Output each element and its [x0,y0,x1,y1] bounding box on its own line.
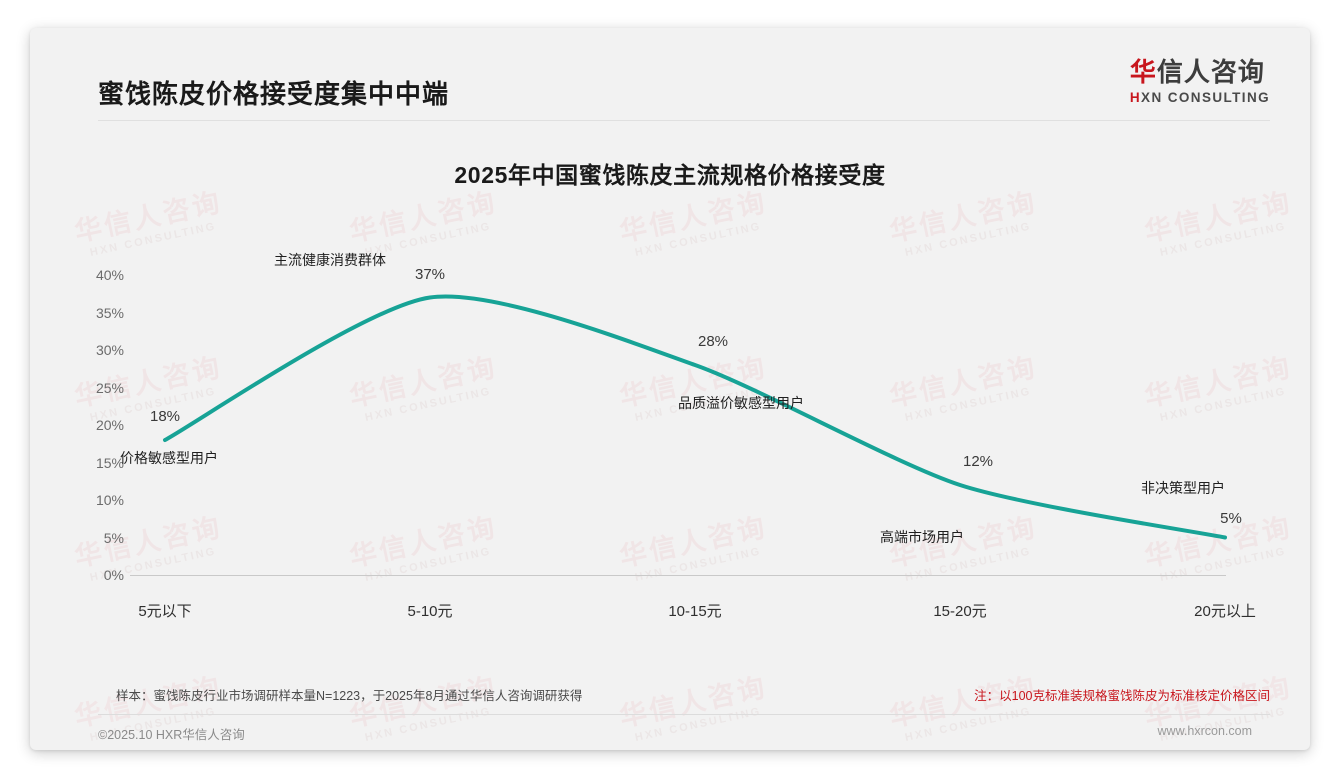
logo-english-rest: XN CONSULTING [1141,89,1270,105]
logo-chinese-rest: 信人咨询 [1156,57,1265,87]
watermark: 华信人咨询 HXN CONSULTING [616,186,770,259]
website-text: www.hxrcon.com [1157,724,1252,738]
watermark: 华信人咨询 HXN CONSULTING [346,186,500,259]
watermark: 华信人咨询 HXN CONSULTING [346,351,500,424]
slide-card: 华信人咨询 HXN CONSULTING 华信人咨询 HXN CONSULTING 华信… [30,28,1310,750]
watermark: 华信人咨询 HXN CONSULTING [1141,511,1295,584]
y-axis-tick-label: 35% [95,304,124,321]
chart-title: 2025年中国蜜饯陈皮主流规格价格接受度 [454,162,886,188]
data-annotation-label: 价格敏感型用户 [120,450,218,466]
x-axis-tick-label: 5-10元 [407,603,453,620]
watermark-layer: 华信人咨询 HXN CONSULTING 华信人咨询 HXN CONSULTING 华信… [30,28,1310,750]
line-chart: 0% 5% 10% 15% 20% 25% 30% 35% 40% 5元以下 5-10元 10-15… [30,28,1310,750]
y-axis-tick-label: 25% [95,379,124,396]
series-line [163,294,1227,540]
y-axis-tick-label: 15% [95,454,124,471]
footnotes: 样本：蜜饯陈皮行业市场调研样本量N=1223，于2025年8月通过华信人咨询调研… [98,680,1270,714]
data-value-label: 12% [962,453,994,470]
price-standard-note: 注：以100克标准装规格蜜饯陈皮为标准核定价格区间 [974,689,1270,703]
footer-divider [98,714,1270,715]
x-axis-line [130,575,1226,576]
watermark: 华信人咨询 HXN CONSULTING [616,511,770,584]
data-annotation-label: 非决策型用户 [1141,479,1225,496]
page-title: 蜜饯陈皮价格接受度集中中端 [98,79,450,109]
x-axis-tick-label: 15-20元 [933,603,987,620]
header-divider [98,120,1270,121]
y-axis-tick-label: 40% [95,267,124,283]
y-axis-tick-label: 10% [95,492,124,508]
logo-english: HXN CONSULTING [1130,90,1270,105]
watermark: 华信人咨询 HXN CONSULTING [71,511,225,584]
watermark: 华信人咨询 HXN CONSULTING [1141,351,1295,424]
y-axis-tick-label: 30% [95,342,124,358]
copyright-text: ©2025.10 HXR华信人咨询 [98,728,245,742]
logo-h-glyph: H [1129,89,1142,105]
data-value-label: 28% [697,333,729,350]
data-annotation-label: 品质溢价敏感型用户 [678,395,804,411]
y-axis-tick-label: 0% [103,567,124,583]
watermark: 华信人咨询 HXN CONSULTING [346,511,500,584]
watermark: 华信人咨询 HXN CONSULTING [886,186,1040,259]
logo-chinese: 华信人咨询 [1129,57,1270,88]
chart-svg [163,294,1227,540]
watermark: 华信人咨询 HXN CONSULTING [71,351,225,424]
data-value-label: 18% [149,408,181,425]
data-value-label: 37% [414,265,446,283]
x-axis-tick-label: 20元以上 [1194,603,1256,620]
x-axis-tick-label: 10-15元 [668,603,722,620]
data-value-label: 5% [1220,509,1242,527]
data-annotation-label: 高端市场用户 [880,529,964,545]
x-axis-tick-label: 5元以下 [138,603,192,620]
company-logo: 华信人咨询 HXN CONSULTING [1129,57,1270,105]
data-annotation-label: 主流健康消费群体 [274,251,386,268]
watermark: 华信人咨询 HXN CONSULTING [886,511,1040,584]
watermark: 华信人咨询 HXN CONSULTING [886,351,1040,424]
watermark: 华信人咨询 HXN CONSULTING [71,186,225,259]
watermark: 华信人咨询 HXN CONSULTING [1141,186,1295,259]
slide-header: 蜜饯陈皮价格接受度集中中端 华信人咨询 HXN CONSULTING [30,28,1310,122]
y-axis-tick-label: 20% [95,417,124,433]
logo-hua-glyph: 华 [1129,57,1157,87]
watermark: 华信人咨询 HXN CONSULTING [616,351,770,424]
sample-note: 样本：蜜饯陈皮行业市场调研样本量N=1223，于2025年8月通过华信人咨询调研… [116,689,583,703]
y-axis-tick-label: 5% [103,529,124,546]
